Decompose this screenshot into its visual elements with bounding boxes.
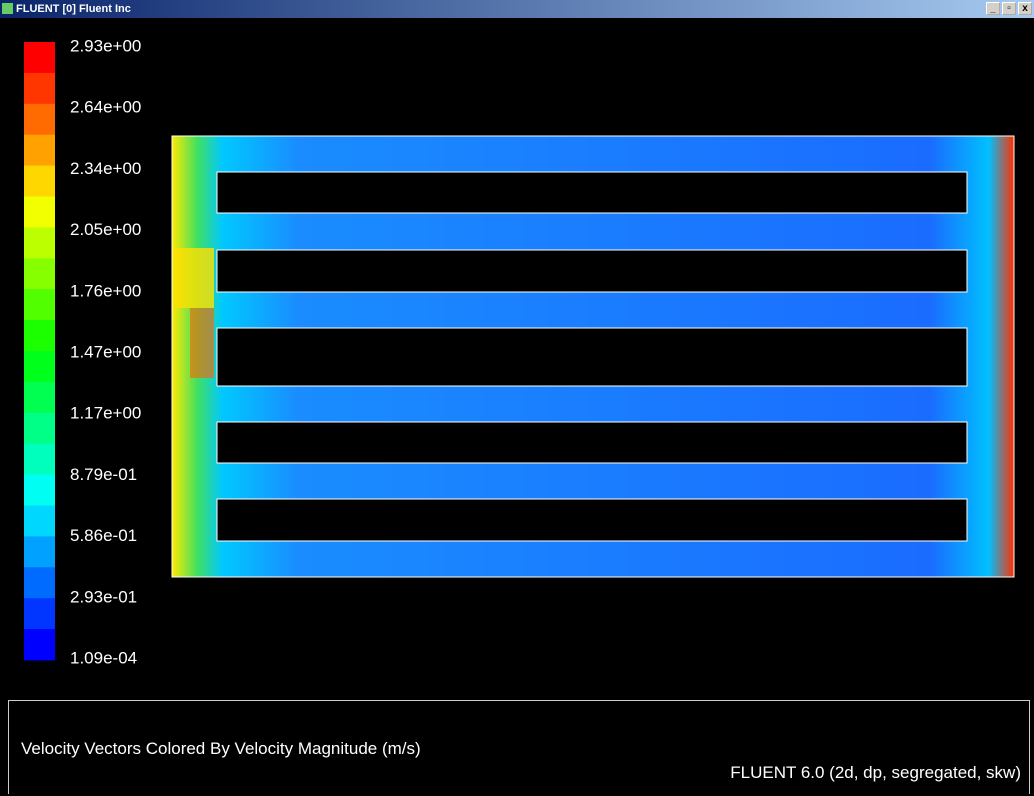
page: FLUENT [0] Fluent Inc _ ▫ x 2.93e+00 2.64… [0, 0, 1034, 796]
colorbar-band [24, 166, 55, 197]
colorbar-band [24, 42, 55, 73]
colorbar-label: 1.47e+00 [70, 342, 141, 361]
colorbar-label: 2.93e-01 [70, 587, 137, 606]
caption: Velocity Vectors Colored By Velocity Mag… [21, 739, 421, 759]
version-text: FLUENT 6.0 (2d, dp, segregated, skw) [730, 763, 1021, 783]
flow-domain [172, 136, 1014, 577]
velocity-patch [174, 248, 214, 308]
colorbar-label: 1.09e-04 [70, 648, 137, 667]
colorbar-label: 1.17e+00 [70, 404, 141, 423]
title-bar: FLUENT [0] Fluent Inc _ ▫ x [0, 0, 1034, 18]
obstacle [217, 328, 967, 386]
colorbar-band [24, 567, 55, 598]
colorbar-label: 1.76e+00 [70, 281, 141, 300]
velocity-patch [190, 308, 214, 378]
colorbar-band [24, 135, 55, 166]
minimize-button[interactable]: _ [986, 2, 1000, 15]
colorbar-band [24, 506, 55, 537]
colorbar-band [24, 382, 55, 413]
colorbar-label: 8.79e-01 [70, 465, 137, 484]
colorbar-band [24, 598, 55, 629]
colorbar-band [24, 227, 55, 258]
colorbar: 2.93e+00 2.64e+00 2.34e+00 2.05e+00 1.76e+00… [24, 36, 141, 667]
info-panel: Velocity Vectors Colored By Velocity Mag… [8, 700, 1030, 794]
obstacle [217, 250, 967, 292]
colorbar-band [24, 73, 55, 104]
app-icon [2, 3, 13, 14]
window-buttons: _ ▫ x [986, 2, 1032, 15]
graphics-view: 2.93e+00 2.64e+00 2.34e+00 2.05e+00 1.76e+00… [0, 18, 1034, 700]
colorbar-band [24, 475, 55, 506]
window-title: FLUENT [0] Fluent Inc [16, 0, 131, 18]
colorbar-band [24, 104, 55, 135]
colorbar-band [24, 351, 55, 382]
colorbar-label: 5.86e-01 [70, 526, 137, 545]
colorbar-label: 2.93e+00 [70, 36, 141, 55]
colorbar-label: 2.64e+00 [70, 98, 141, 117]
colorbar-band [24, 413, 55, 444]
colorbar-band [24, 289, 55, 320]
obstacle [217, 422, 967, 463]
maximize-button[interactable]: ▫ [1002, 2, 1016, 15]
obstacle [217, 172, 967, 213]
colorbar-band [24, 444, 55, 475]
colorbar-band [24, 320, 55, 351]
colorbar-band [24, 197, 55, 228]
obstacle [217, 499, 967, 541]
colorbar-band [24, 258, 55, 289]
colorbar-label: 2.05e+00 [70, 220, 141, 239]
close-button[interactable]: x [1018, 2, 1032, 15]
colorbar-band [24, 536, 55, 567]
colorbar-label: 2.34e+00 [70, 159, 141, 178]
colorbar-band [24, 629, 55, 660]
